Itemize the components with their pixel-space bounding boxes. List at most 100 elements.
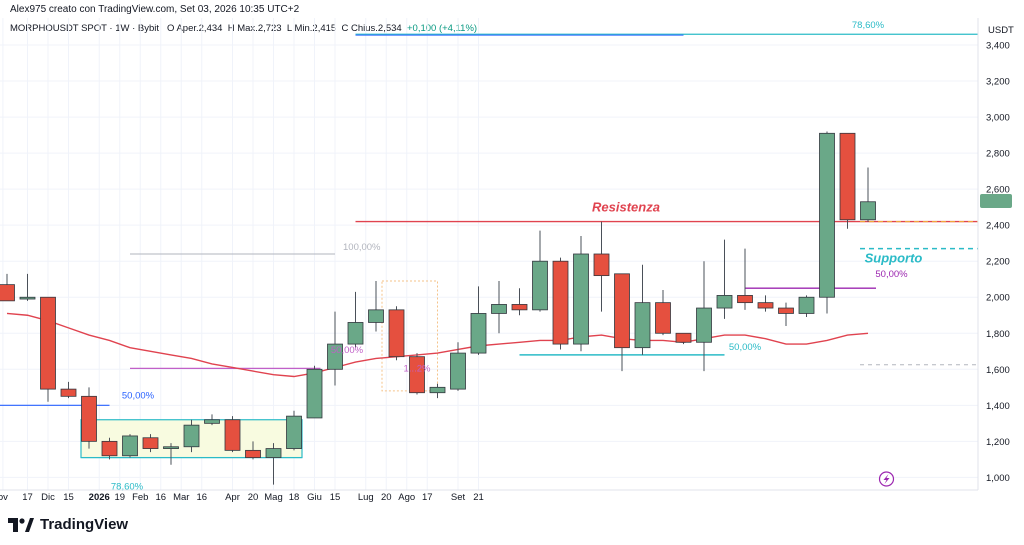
moving-average-layer [6,312,869,378]
candle-body [204,419,220,424]
candle-body [101,440,118,457]
candle-body [40,296,56,390]
low-value: Min.2,415 [294,23,337,34]
high-value: Max.2,723 [237,23,282,34]
candle-body [634,302,651,349]
candle-body [183,424,200,448]
candle [265,443,282,485]
x-tick-label: ov [0,492,8,503]
candle-body [368,309,384,323]
x-tick-label: 21 [473,492,484,503]
tradingview-logo[interactable]: TradingView [8,516,128,533]
candle [655,290,671,336]
candle [286,410,302,451]
lightning-icon[interactable] [878,471,895,487]
x-tick-label: 19 [114,492,125,503]
candle-body [0,284,15,302]
y-tick-label: 3,200 [986,77,1010,88]
candle [19,273,36,301]
candle [634,264,651,355]
x-tick-label: 17 [22,492,33,503]
candle [593,221,610,312]
support-label: Supporto [865,251,923,266]
candle [388,306,405,361]
candle-body [552,260,569,345]
candle-body [778,307,794,314]
moving-average-line [6,312,869,378]
x-tick-label: 18 [289,492,300,503]
x-tick-label: 2026 [89,492,110,503]
candle-body [429,386,446,394]
resistance-label: Resistenza [592,200,660,215]
fib-top-label: 78,60% [852,20,885,31]
candle-body [860,201,876,221]
candle [204,414,220,426]
candle [306,365,323,419]
candle [347,291,364,348]
candle [245,441,261,460]
x-tick-label: Ago [398,492,415,503]
x-tick-label: Dic [41,492,55,503]
candle-body [163,446,179,449]
x-tick-label: Mar [173,492,189,503]
time-axis: ov 17 Dic 15 2026 19 Feb 16 Mar 16 Apr 20 Mag 18 Giu 15… [0,489,978,503]
brand-name: TradingView [40,516,129,533]
y-tick-label: 3,400 [986,41,1010,52]
candle [0,273,15,302]
candlestick-series [0,131,876,485]
x-tick-label: 17 [422,492,433,503]
candle-body [19,296,36,300]
candle-body [60,388,77,397]
candle [573,235,589,352]
y-tick-label: 2,800 [986,149,1010,160]
candle-body [491,304,507,314]
candle-body [819,132,835,298]
y-tick-label: 1,000 [986,473,1010,484]
x-tick-label: 20 [381,492,392,503]
candle [40,296,56,402]
fib-left-label: 50,00% [122,390,155,401]
candle [675,332,692,345]
currency-label: USDT [988,25,1014,36]
candle-body [327,343,343,370]
x-tick-label: 15 [330,492,341,503]
candle [183,419,200,453]
high-label: H [227,23,235,34]
y-tick-label: 2,200 [986,257,1010,268]
open-label: O [166,23,175,34]
candle-body [450,352,466,390]
x-tick-label: Set [451,492,466,503]
candle-body [593,253,610,277]
candle [532,230,548,312]
candle [163,443,179,465]
candle-body [798,296,815,314]
candle [757,295,774,312]
fib-cyan-mid-label: 50,00% [729,342,762,353]
x-tick-label: 16 [196,492,207,503]
candle-body [388,309,405,358]
candle-body [757,302,774,309]
y-tick-label: 2,000 [986,293,1010,304]
x-tick-label: 16 [155,492,166,503]
fib-100-label: 100,00% [343,242,381,253]
candle [819,131,835,314]
candle [470,286,487,355]
candle [860,167,876,222]
candle-body [245,449,261,458]
candle-body [511,304,528,311]
x-tick-label: 15 [63,492,74,503]
candle-body [409,356,425,394]
candle [716,239,733,319]
close-label: C [341,23,349,34]
open-value: Aper.2,434 [176,23,223,34]
chart-grid [0,18,978,490]
symbol-name[interactable]: MORPHOUSDT SPOT · 1W · Bybit [10,23,160,34]
candle-body [470,313,487,354]
candle [450,342,466,391]
y-tick-label: 3,000 [986,113,1010,124]
candle [511,288,528,316]
candle-body [655,302,671,334]
candle-body [142,437,159,449]
y-tick-label: 1,200 [986,437,1010,448]
